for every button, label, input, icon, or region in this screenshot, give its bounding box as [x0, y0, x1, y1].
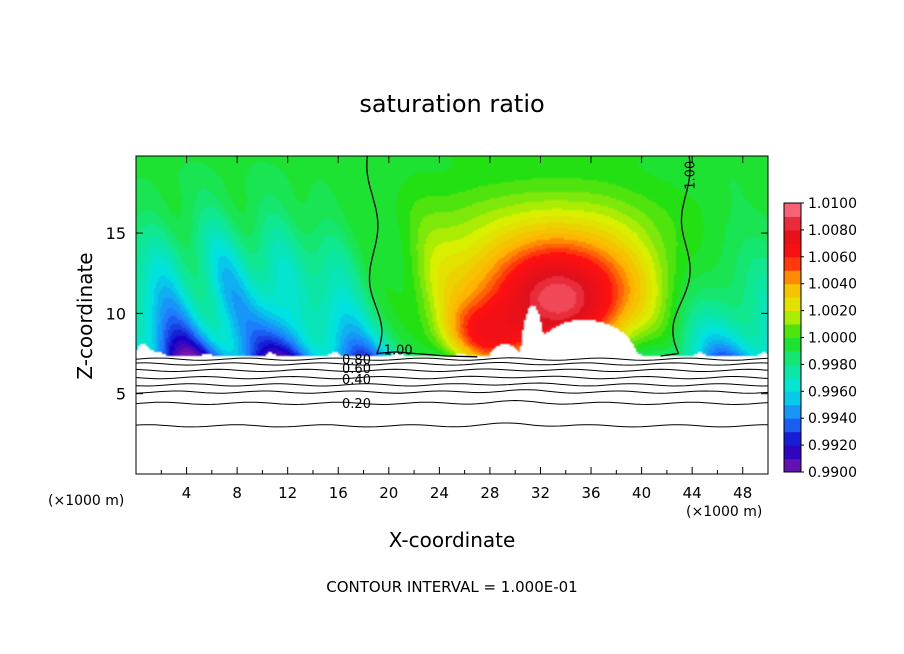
colorbar-label: 1.0060 [808, 250, 857, 266]
x-tick-label: 16 [329, 484, 348, 502]
colorbar-label: 1.0100 [808, 196, 857, 212]
colorbar-label: 1.0040 [808, 277, 857, 293]
contour-label-1.00-right: 1.00 [684, 161, 699, 190]
x-axis-label: X-coordinate [389, 528, 516, 552]
saturation-field [136, 156, 768, 474]
colorbar-band [784, 243, 801, 258]
contour-line-1.00-right [660, 156, 691, 357]
colorbar-label: 0.9920 [808, 438, 857, 454]
y-tick-label: 5 [116, 385, 126, 404]
colorbar-label: 1.0080 [808, 223, 857, 239]
contour-line-0.90 [136, 357, 768, 361]
colorbar-label: 1.0020 [808, 304, 857, 320]
contour-lines [136, 156, 768, 428]
contour-line-0.80 [136, 362, 768, 366]
colorbar-band [784, 364, 801, 379]
colorbar-band [784, 229, 801, 244]
contour-line-0.70 [136, 368, 768, 373]
contour-label-0.80: 0.80 [342, 353, 371, 368]
x-tick-label: 44 [683, 484, 702, 502]
contour-line-1.00-left [366, 156, 478, 358]
contour-label-0.60: 0.60 [342, 362, 371, 377]
contour-label-group: 1.00 1.00 0.800.600.40 0.20 [342, 161, 699, 412]
plot-frame [135, 155, 769, 475]
x-tick-label: 40 [632, 484, 651, 502]
chart-title: saturation ratio [359, 90, 544, 118]
x-axis: 4 8 12 16 20 24 28 32 36 40 44 48 [160, 156, 752, 502]
colorbar-label: 0.9940 [808, 411, 857, 427]
colorbar-label: 1.0000 [808, 331, 857, 347]
colorbar-band [784, 324, 801, 338]
x-tick-label: 28 [480, 484, 499, 502]
colorbar-band [784, 256, 801, 271]
contour-line-0.60 [136, 375, 768, 380]
y-axis-label: Z-coordinate [73, 252, 97, 379]
contour-line-0.50 [136, 382, 768, 387]
colorbar-band [784, 216, 801, 231]
colorbar-band [784, 431, 801, 446]
x-tick-label: 32 [531, 484, 550, 502]
contour-label-0.20: 0.20 [342, 397, 371, 412]
x-tick-label: 24 [430, 484, 449, 502]
colorbar-band [784, 283, 801, 298]
colorbar-band [784, 310, 801, 325]
colorbar-label: 0.9980 [808, 357, 857, 373]
y-axis: 5 10 15 [106, 224, 768, 404]
colorbar: 1.0100 1.0080 1.0060 1.0040 1.0020 1.0000 0.99… [783, 196, 857, 481]
colorbar-band [784, 203, 801, 217]
contour-label-0.40: 0.40 [342, 373, 371, 388]
colorbar-band [784, 337, 801, 352]
contour-label-1.00-left: 1.00 [384, 343, 413, 358]
colorbar-band [784, 458, 801, 473]
contour-line-0.30 [136, 399, 768, 406]
colorbar-band [784, 404, 801, 419]
x-tick-label: 48 [733, 484, 752, 502]
x-tick-label: 20 [379, 484, 398, 502]
x-tick-label: 4 [182, 484, 192, 502]
colorbar-band [784, 350, 801, 365]
x-tick-label: 36 [581, 484, 600, 502]
contour-line-0.40 [136, 389, 768, 394]
colorbar-band [784, 445, 801, 460]
colorbar-label: 0.9900 [808, 465, 857, 481]
y-tick-label: 15 [106, 224, 126, 243]
contour-line-0.20 [136, 422, 768, 428]
colorbar-band [784, 270, 801, 285]
x-unit-left: (×1000 m) [48, 493, 124, 509]
colorbar-band [784, 391, 801, 406]
x-tick-label: 8 [232, 484, 242, 502]
contour-interval-footer: CONTOUR INTERVAL = 1.000E-01 [326, 578, 577, 596]
y-tick-label: 10 [106, 304, 126, 323]
colorbar-label: 0.9960 [808, 384, 857, 400]
x-unit-right: (×1000 m) [686, 504, 762, 520]
colorbar-band [784, 377, 801, 392]
colorbar-band [784, 297, 801, 312]
colorbar-band [784, 418, 801, 433]
x-tick-label: 12 [278, 484, 297, 502]
